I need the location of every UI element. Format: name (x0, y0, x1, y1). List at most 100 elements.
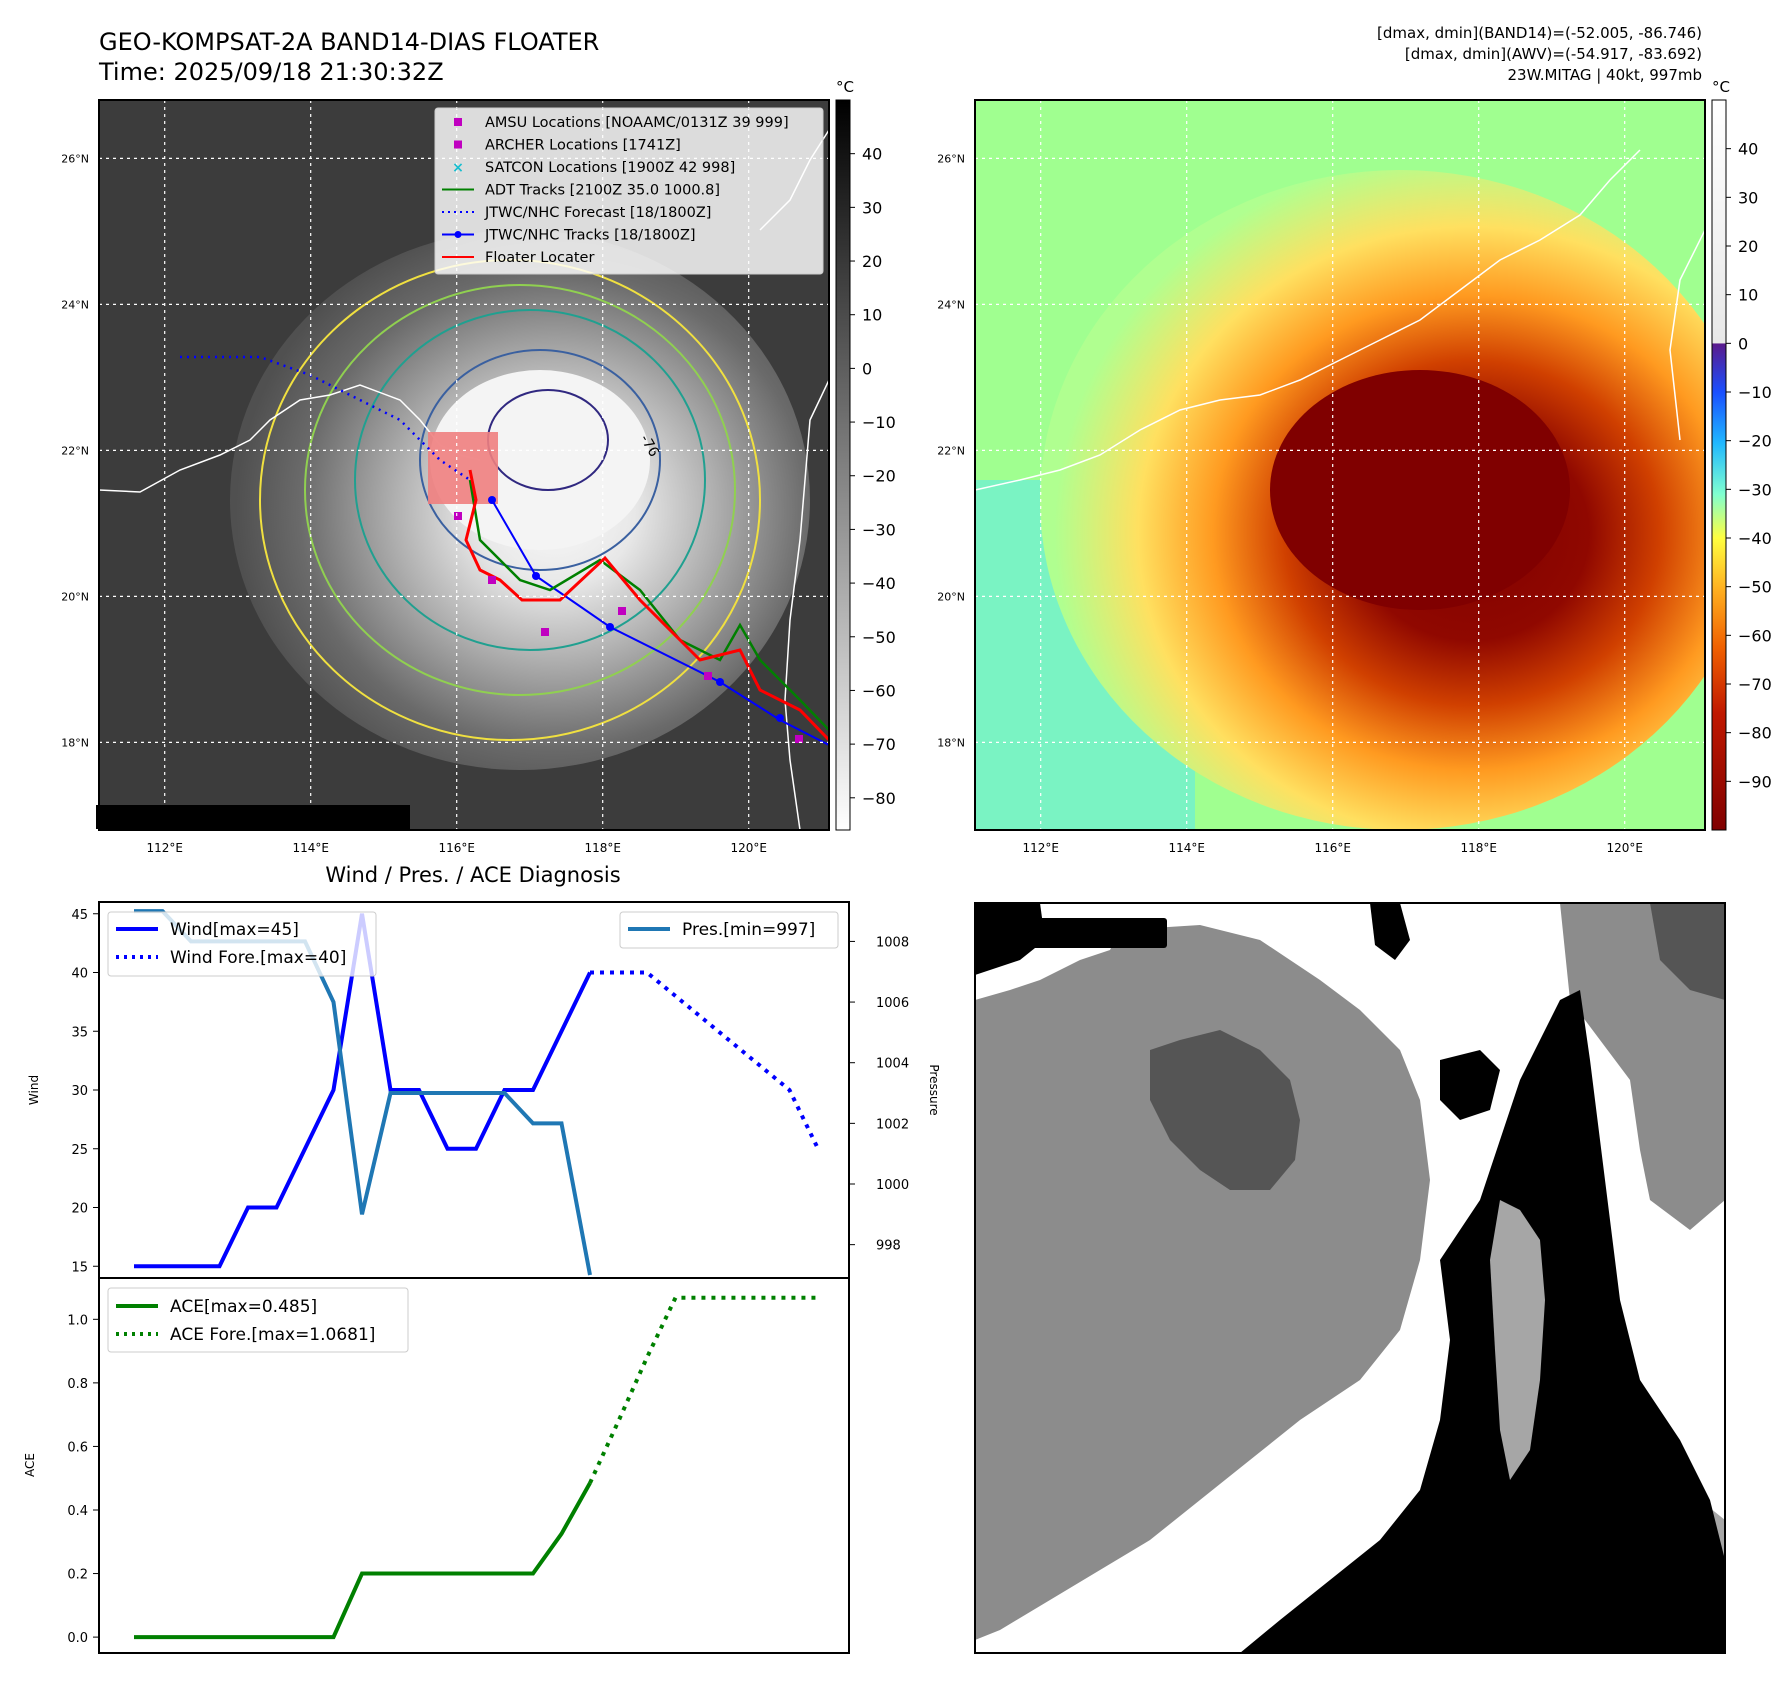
wmg-frame (974, 902, 1726, 1654)
pressure-ytick-label: 1008 (876, 935, 909, 950)
awv-colorbar-unit: °C (1712, 78, 1730, 96)
colorbar-tick-label: −80 (1738, 724, 1772, 743)
wmg-dark-center (1150, 1030, 1300, 1190)
copyright-badge (96, 805, 410, 829)
awv-map-panel: 112°E 114°E 116°E 118°E 120°E 26°N 24°N 22°N 20°… (937, 99, 1706, 855)
pressure-ytick-label: 1004 (876, 1057, 909, 1072)
ace-legend: ACE[max=0.485] ACE Fore.[max=1.0681] (107, 1287, 409, 1353)
legend-label: JTWC/NHC Tracks [18/1800Z] (484, 228, 696, 244)
awv-lon-tick-label: 120°E (1606, 841, 1643, 855)
colorbar-tick-label: −60 (1738, 626, 1772, 645)
ir-cloud-core (430, 370, 650, 550)
awv-colorbar-gradient (1711, 99, 1727, 831)
ir-lat-tick-label: 26°N (61, 152, 89, 165)
colorbar-tick-label: −20 (862, 467, 896, 486)
colorbar-tick-label: −70 (1738, 675, 1772, 694)
wind-forecast-line (590, 970, 820, 1150)
wmg-black-right-band (1240, 990, 1725, 1653)
pressure-ytick-label: 1002 (876, 1117, 909, 1132)
awv-lon-tick-label: 114°E (1168, 841, 1205, 855)
ir-lon-tick-label: 116°E (438, 841, 475, 855)
colorbar-tick-label: −30 (862, 520, 896, 539)
ir-contour-teal (354, 309, 706, 651)
legend-label: SATCON Locations [1900Z 42 998] (485, 160, 735, 176)
colorbar-tick-label: 20 (862, 252, 882, 271)
pressure-legend-box (619, 911, 839, 949)
ace-legend-box (107, 1287, 409, 1353)
wind-panel-title: Wind / Pres. / ACE Diagnosis (325, 863, 620, 887)
ir-frame (98, 99, 830, 831)
pressure-legend-label: Pres.[min=997] (682, 920, 815, 940)
pressure-ytick-label: 998 (876, 1239, 901, 1254)
colorbar-tick-label: −10 (1738, 383, 1772, 402)
legend-label: Floater Locater (485, 250, 594, 266)
ir-colorbar-unit: °C (836, 78, 854, 96)
colorbar-tick-label: 0 (1738, 334, 1748, 353)
awv-frame (974, 99, 1706, 831)
ir-lat-tick-label: 18°N (61, 736, 89, 749)
awv-grid (975, 100, 1705, 830)
colorbar-tick-label: −40 (1738, 529, 1772, 548)
ir-colorbar-gradient (835, 99, 851, 831)
ir-colorbar: °C 40 30 20 10 0 −10 −20 −30 −40 −50 −60 −70 −80 (835, 78, 896, 831)
ir-lat-tick-label: 24°N (61, 298, 89, 311)
awv-cloud-core (1270, 370, 1570, 610)
jtwc-track-points (488, 496, 784, 722)
pressure-ytick-label: 1000 (876, 1178, 909, 1193)
ir-legend-box (434, 107, 824, 275)
ir-lon-tick-label: 118°E (584, 841, 621, 855)
legend-label: ADT Tracks [2100Z 35.0 1000.8] (485, 183, 720, 199)
ace-ytick-label: 0.2 (67, 1568, 88, 1583)
ir-legend: AMSU Locations [NOAAMC/0131Z 39 999] ARCH… (434, 107, 824, 275)
colorbar-tick-label: 20 (1738, 237, 1758, 256)
jtwc-track (491, 499, 829, 746)
wind-ylabel: Wind (27, 1075, 41, 1105)
awv-axis-labels: 112°E 114°E 116°E 118°E 120°E 26°N 24°N 22°N 20°… (937, 152, 1643, 855)
colorbar-tick-label: 40 (1738, 140, 1758, 159)
ir-contour-blue (419, 349, 661, 571)
legend-marker-square (454, 140, 462, 149)
jtwc-forecast-track (180, 355, 471, 482)
colorbar-tick-label: −90 (1738, 772, 1772, 791)
colorbar-tick-label: 30 (862, 198, 882, 217)
wmg-badge (985, 918, 1167, 948)
floater-box (428, 432, 498, 504)
colorbar-tick-label: −80 (862, 789, 896, 808)
ace-ytick-label: 0.6 (67, 1440, 88, 1455)
colorbar-tick-label: −50 (862, 628, 896, 647)
legend-marker-dot (454, 231, 462, 238)
colorbar-tick-label: −30 (1738, 480, 1772, 499)
awv-lon-tick-label: 116°E (1314, 841, 1351, 855)
wind-legend-label: Wind[max=45] (170, 920, 299, 940)
wind-ytick-label: 20 (71, 1202, 88, 1217)
ir-lon-tick-label: 114°E (292, 841, 329, 855)
wmg-black-top (1370, 903, 1410, 960)
copyright-text: Copyright © 2020-2025 Dapiya (102, 808, 381, 827)
ace-legend-label: ACE[max=0.485] (170, 1297, 317, 1317)
amsu-archer-markers (454, 512, 803, 743)
awv-lon-tick-label: 118°E (1460, 841, 1497, 855)
info-line-3: 23W.MITAG | 40kt, 997mb (1508, 66, 1703, 84)
awv-lat-tick-label: 22°N (937, 444, 965, 457)
colorbar-tick-label: 10 (862, 306, 882, 325)
pressure-ytick-label: 1006 (876, 996, 909, 1011)
ace-forecast-line (588, 1295, 818, 1484)
info-line-2: [dmax, dmin](AWV)=(-54.917, -83.692) (1405, 45, 1702, 63)
ace-ytick-label: 0.8 (67, 1377, 88, 1392)
wind-fore-legend-label: Wind Fore.[max=40] (170, 948, 346, 968)
awv-colorbar: °C 40 30 20 10 0 −10 −20 −30 −40 −50 −60 −70 −80 −90 (1711, 78, 1772, 831)
title-line-2: Time: 2025/09/18 21:30:32Z (98, 58, 444, 86)
wind-legend: Wind[max=45] Wind Fore.[max=40] (107, 911, 377, 977)
colorbar-tick-label: 30 (1738, 188, 1758, 207)
adt-track (468, 479, 829, 731)
ir-axis-labels: 112°E 114°E 116°E 118°E 120°E 26°N 24°N 22°N 20°… (61, 152, 767, 855)
ace-ylabel: ACE (23, 1453, 37, 1477)
pressure-legend: Pres.[min=997] (619, 911, 839, 949)
colorbar-tick-label: −50 (1738, 578, 1772, 597)
colorbar-tick-label: 0 (862, 359, 872, 378)
legend-label: ARCHER Locations [1741Z] (485, 138, 681, 154)
wind-ytick-label: 35 (71, 1025, 88, 1040)
awv-lat-tick-label: 18°N (937, 736, 965, 749)
ir-lat-tick-label: 20°N (61, 590, 89, 603)
title-line-1: GEO-KOMPSAT-2A BAND14-DIAS FLOATER (99, 28, 599, 56)
